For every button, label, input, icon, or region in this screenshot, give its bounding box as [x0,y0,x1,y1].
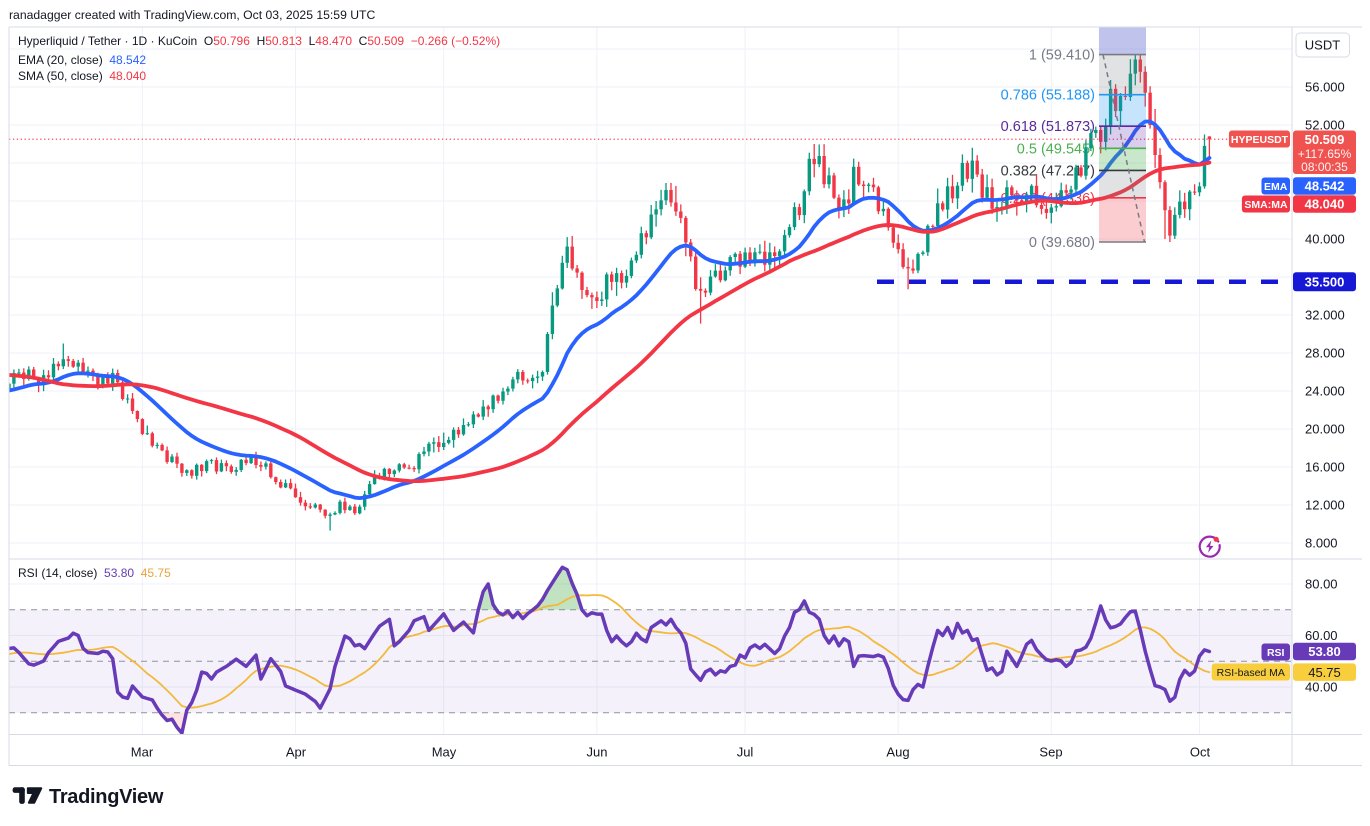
svg-text:35.500: 35.500 [1305,274,1345,289]
svg-text:SMA:MA: SMA:MA [1244,199,1288,211]
svg-text:Apr: Apr [286,745,307,760]
svg-text:40.000: 40.000 [1305,232,1345,247]
svg-text:0.5 (49.545): 0.5 (49.545) [1017,141,1095,157]
svg-text:RSI-based MA: RSI-based MA [1217,667,1285,679]
svg-text:Oct: Oct [1190,745,1211,760]
svg-text:Jun: Jun [587,745,608,760]
svg-text:+117.65%: +117.65% [1298,147,1352,161]
svg-text:48.040: 48.040 [1305,197,1345,212]
svg-text:Sep: Sep [1039,745,1062,760]
svg-text:12.000: 12.000 [1305,498,1345,513]
svg-text:1 (59.410): 1 (59.410) [1029,48,1095,64]
svg-text:80.00: 80.00 [1305,577,1338,592]
svg-text:May: May [432,745,457,760]
svg-text:EMA: EMA [1264,181,1288,193]
svg-text:RSI: RSI [1267,647,1285,659]
svg-text:0 (39.680): 0 (39.680) [1029,235,1095,251]
svg-text:8.000: 8.000 [1305,536,1338,551]
svg-text:53.80: 53.80 [1308,644,1341,659]
svg-text:0.382 (47.217): 0.382 (47.217) [1001,163,1095,179]
svg-text:52.000: 52.000 [1305,118,1345,133]
svg-text:32.000: 32.000 [1305,308,1345,323]
svg-text:40.00: 40.00 [1305,680,1338,695]
svg-text:50.509: 50.509 [1305,132,1345,147]
svg-text:16.000: 16.000 [1305,460,1345,475]
svg-text:45.75: 45.75 [1308,665,1341,680]
svg-text:0.618 (51.873): 0.618 (51.873) [1001,119,1095,135]
svg-text:08:00:35: 08:00:35 [1301,160,1348,174]
svg-text:Jul: Jul [737,745,754,760]
svg-text:0.786 (55.188): 0.786 (55.188) [1001,88,1095,104]
svg-text:56.000: 56.000 [1305,80,1345,95]
svg-text:HYPEUSDT: HYPEUSDT [1231,134,1289,146]
svg-text:Mar: Mar [131,745,154,760]
svg-text:48.542: 48.542 [1305,179,1345,194]
svg-text:24.000: 24.000 [1305,384,1345,399]
svg-text:20.000: 20.000 [1305,422,1345,437]
svg-text:USDT: USDT [1305,38,1340,53]
svg-text:60.00: 60.00 [1305,628,1338,643]
svg-text:28.000: 28.000 [1305,346,1345,361]
svg-text:Aug: Aug [886,745,909,760]
